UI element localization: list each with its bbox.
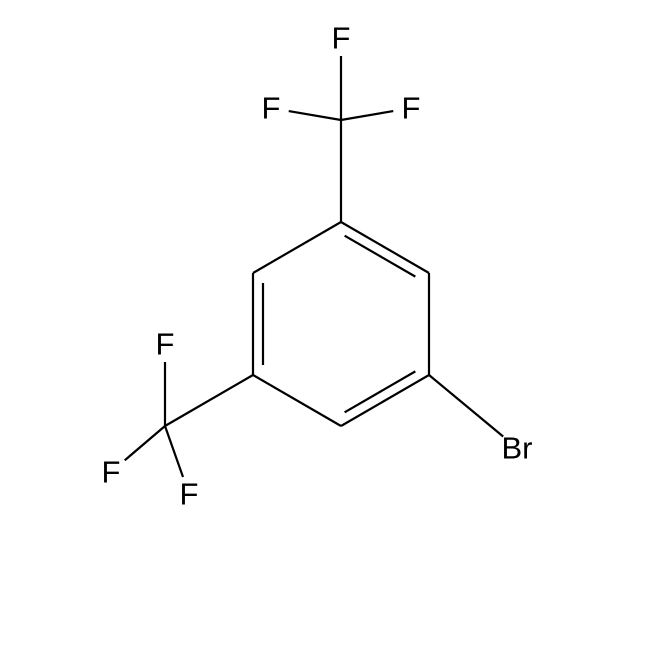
chemical-structure-diagram: F F F F F F Br [0,0,650,650]
atom-label-f: F [102,455,121,490]
bond-line [341,375,429,426]
bond-line [253,375,341,426]
bond-line [289,111,341,120]
atom-label-f: F [262,91,281,126]
atom-label-f: F [332,21,351,56]
bond-line [341,111,393,120]
bond-line [253,222,341,273]
bond-line [341,222,429,273]
bond-line [165,375,253,426]
bond-line [165,426,183,477]
bond-line [345,236,416,277]
bond-line [345,371,416,412]
atom-label-f: F [402,91,421,126]
atom-label-f: F [156,327,175,362]
bond-line [125,426,165,460]
atom-label-f: F [180,477,199,512]
atom-label-br: Br [502,431,533,466]
bond-line [429,375,503,437]
